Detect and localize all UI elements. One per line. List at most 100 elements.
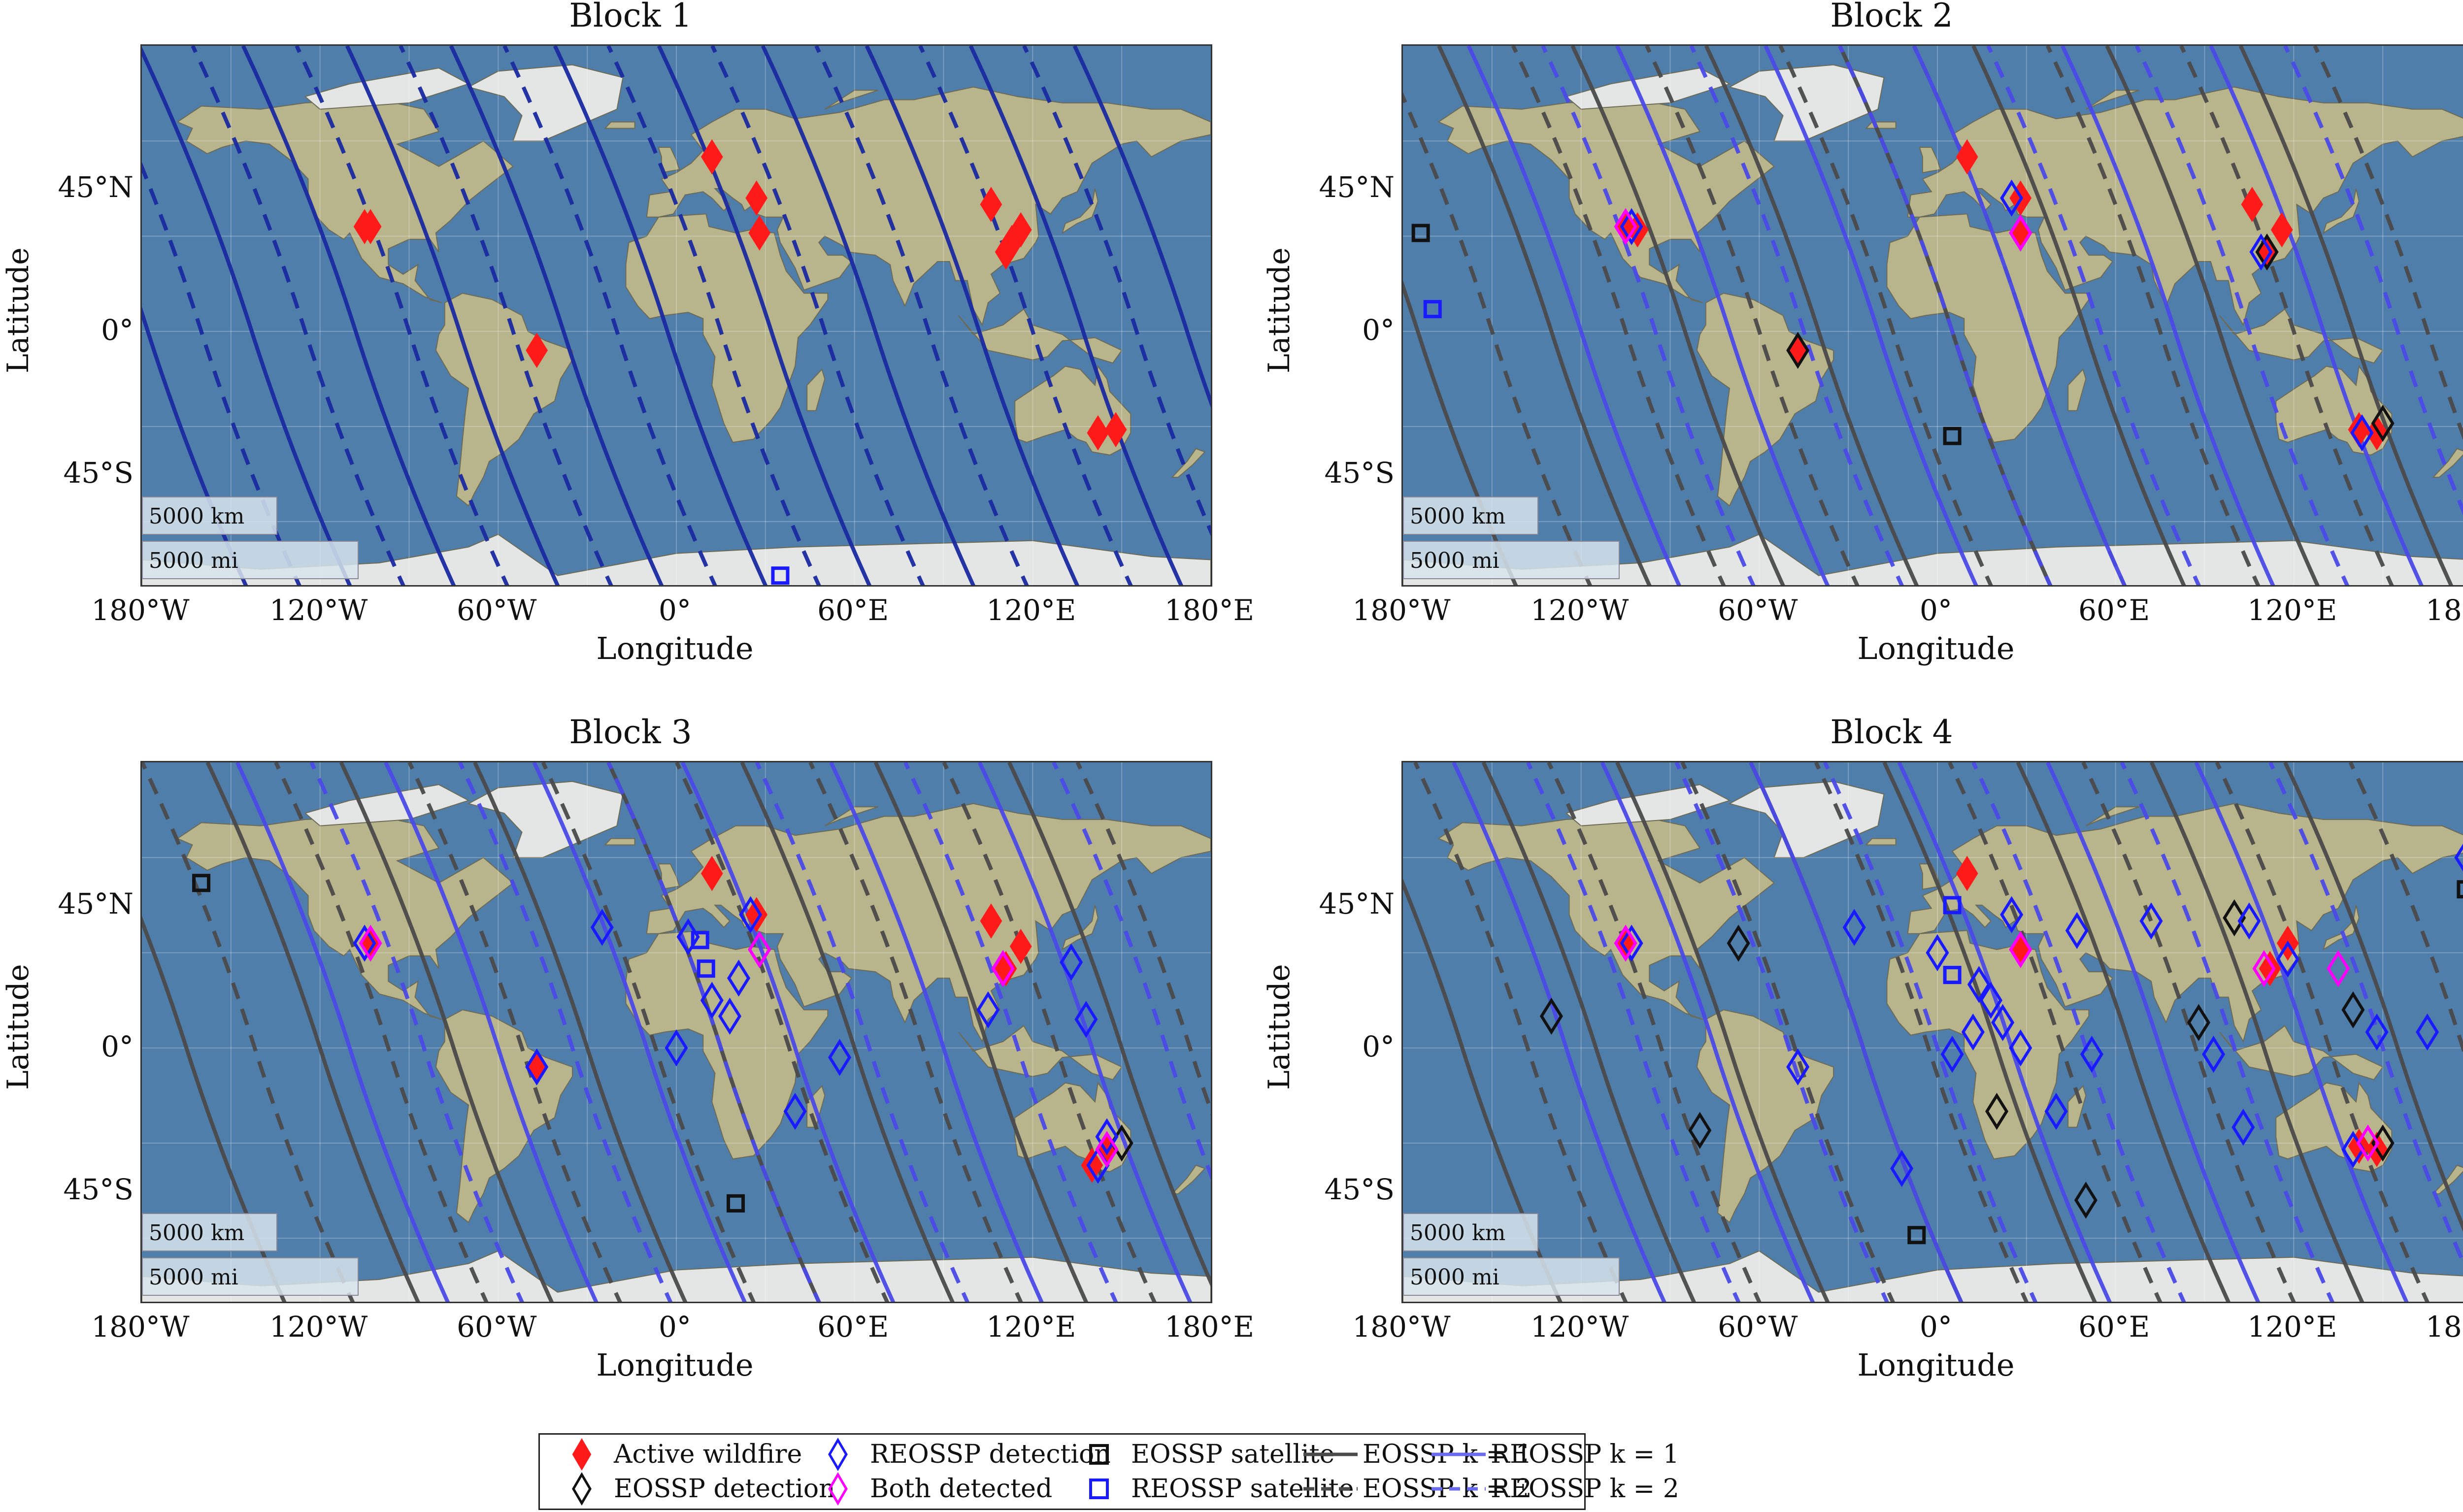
reossp-detection-marker (2237, 902, 2261, 940)
x-axis-label: Longitude (596, 630, 754, 666)
ground-track-k1 (1007, 762, 1211, 1287)
reossp-detection-marker (727, 959, 751, 997)
both-detected-marker (2356, 1124, 2380, 1162)
ground-track-k1 (1897, 762, 2112, 1302)
landmass-new-zealand (1171, 448, 1206, 478)
reossp-detection-marker (2350, 414, 2374, 452)
gray-dashed-line-icon (1303, 1487, 1358, 1491)
legend-reossp-satellite: REOSSP satellite (1067, 1472, 1354, 1506)
ground-track-k2 (1814, 762, 2029, 1302)
landmass-africa (625, 213, 829, 443)
ground-track-k2 (274, 762, 489, 1302)
x-tick-label: 60°W (1718, 593, 1798, 627)
ground-track-k2 (2215, 762, 2430, 1302)
reossp-detection-marker (2416, 1013, 2439, 1051)
legend-reossp-k2: REOSSP k = 2 (1427, 1472, 1679, 1506)
reossp-satellite-marker (691, 931, 709, 950)
legend-reossp-detection: REOSSP detection (806, 1437, 1111, 1472)
y-tick-label: 45°S (63, 1172, 133, 1206)
x-tick-label: 120°E (2247, 593, 2337, 627)
ground-track-k2 (942, 762, 1157, 1302)
reossp-detection-marker (2249, 233, 2273, 271)
eossp-satellite-marker (727, 1194, 745, 1213)
both-detected-marker (991, 950, 1015, 987)
reossp-detection-marker (1095, 1118, 1119, 1155)
ground-track-k1 (1615, 46, 1830, 585)
landmass-antarctica (1403, 1250, 2463, 1302)
ground-track-k1 (1749, 762, 1964, 1302)
panel-title: Block 3 (569, 713, 692, 751)
eossp-satellite-marker (1943, 427, 1962, 445)
ground-track-k2 (808, 762, 1023, 1302)
reossp-detection-marker (2080, 1035, 2103, 1073)
reossp-detection-marker (1074, 1001, 1098, 1038)
reossp-detection-marker (2000, 896, 2024, 933)
magenta-diamond-icon (828, 1472, 848, 1506)
reossp-detection-marker (2009, 1029, 2032, 1067)
reossp-detection-marker (2276, 940, 2299, 978)
landmass-japan (1061, 188, 1098, 234)
wildfire-marker (1000, 225, 1023, 261)
reossp-satellite-marker (1943, 966, 1962, 985)
ground-track-k1 (2046, 762, 2261, 1302)
eossp-satellite-marker (1411, 224, 1430, 242)
both-detected-marker (1614, 924, 1637, 962)
reossp-detection-marker (783, 1092, 807, 1130)
map-canvas (1403, 46, 2463, 585)
wildfire-marker (745, 180, 768, 216)
reossp-detection-marker (2139, 902, 2163, 940)
ground-track-k1 (241, 46, 456, 585)
black-square-icon (1089, 1444, 1109, 1465)
legend-eossp-detection: EOSSP detection (550, 1472, 835, 1506)
ground-track-k2 (1022, 46, 1211, 536)
ground-track-k1 (2016, 762, 2230, 1302)
wildfire-marker (980, 903, 1002, 939)
eossp-detection-marker (2341, 991, 2365, 1029)
wildfire-marker (526, 332, 548, 368)
ground-track-k1 (235, 762, 450, 1302)
ground-track-k2 (1971, 762, 2186, 1302)
ground-track-k2 (1689, 46, 1904, 585)
scalebar-km: 5000 km (1403, 1213, 1538, 1251)
y-tick-label: 45°S (63, 456, 133, 490)
ground-track-k1 (1481, 762, 1696, 1302)
x-tick-label: 180°E (1164, 1310, 1255, 1344)
map-frame: 5000 km 5000 mi (1401, 761, 2463, 1303)
legend-label: REOSSP k = 1 (1491, 1440, 1679, 1469)
landmass-iceland (603, 838, 635, 846)
x-tick-label: 0° (659, 1310, 691, 1344)
x-tick-label: 60°E (2078, 593, 2150, 627)
x-axis-label: Longitude (1857, 630, 2015, 666)
legend-label: REOSSP satellite (1131, 1474, 1354, 1504)
ground-track-k2 (1778, 46, 1993, 585)
ground-track-k2 (2081, 762, 2296, 1302)
landmass-japan (2322, 188, 2360, 234)
y-axis-label: Latitude (1, 963, 35, 1090)
eossp-detection-marker (2074, 1182, 2097, 1219)
blue-diamond-icon (828, 1438, 848, 1471)
landmass-madagascar (2067, 368, 2087, 411)
legend-label: EOSSP k = 2 (1363, 1474, 1532, 1504)
ground-track-k2 (606, 762, 821, 1302)
legend-label: REOSSP detection (870, 1440, 1111, 1469)
scalebar-km: 5000 km (1403, 496, 1538, 535)
ground-track-k1 (553, 46, 767, 585)
ground-track-k1 (1452, 762, 1666, 1302)
ground-track-k2 (1075, 762, 1211, 1116)
reossp-detection-marker (739, 896, 763, 933)
wildfire-marker (359, 209, 382, 244)
panel-block-4: Block 4 5000 km 5000 mi 45°N 0° 45°S 180°W 120°… (1261, 713, 2463, 1436)
eossp-detection-marker (2187, 1004, 2210, 1041)
ground-track-k2 (1526, 762, 1741, 1302)
eossp-detection-marker (1727, 924, 1750, 962)
legend-reossp-k1: REOSSP k = 1 (1427, 1437, 1679, 1472)
ground-track-k1 (1466, 46, 1681, 585)
y-axis-label: Latitude (1262, 963, 1297, 1090)
ground-track-k1 (1912, 46, 2127, 585)
ground-track-k1 (1570, 46, 1785, 585)
ground-track-k2 (142, 762, 355, 1302)
wildfire-marker (1956, 855, 1978, 891)
eossp-detection-marker (1985, 1092, 2009, 1130)
reossp-detection-marker (1979, 982, 2003, 1019)
reossp-detection-marker (1926, 934, 1949, 972)
